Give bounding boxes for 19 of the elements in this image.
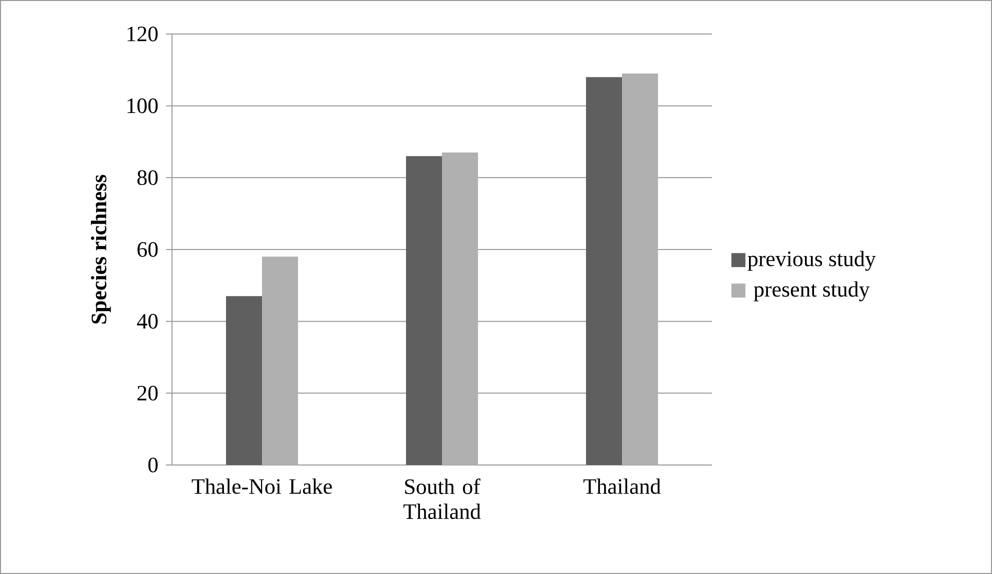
bar bbox=[262, 256, 298, 465]
legend-label: present study bbox=[754, 281, 870, 302]
y-tick-label: 100 bbox=[128, 98, 158, 114]
x-tick-label: Thailand bbox=[583, 478, 661, 494]
bar bbox=[586, 77, 622, 465]
y-tick-label: 120 bbox=[128, 26, 158, 42]
x-tick-label: South of Thailand bbox=[403, 478, 481, 520]
bar bbox=[406, 156, 442, 465]
y-tick-label: 60 bbox=[138, 242, 158, 257]
legend-label: previous study bbox=[748, 250, 876, 271]
bar bbox=[622, 73, 658, 465]
bar bbox=[226, 296, 262, 465]
y-tick-label: 40 bbox=[137, 314, 158, 329]
y-axis-title: Species richness bbox=[90, 174, 111, 324]
y-tick-label: 80 bbox=[137, 170, 158, 186]
y-tick-label: 0 bbox=[148, 458, 158, 472]
y-tick-label: 20 bbox=[138, 386, 158, 401]
x-tick-label: Thale-Noi Lake bbox=[192, 478, 332, 494]
bar bbox=[442, 152, 478, 465]
